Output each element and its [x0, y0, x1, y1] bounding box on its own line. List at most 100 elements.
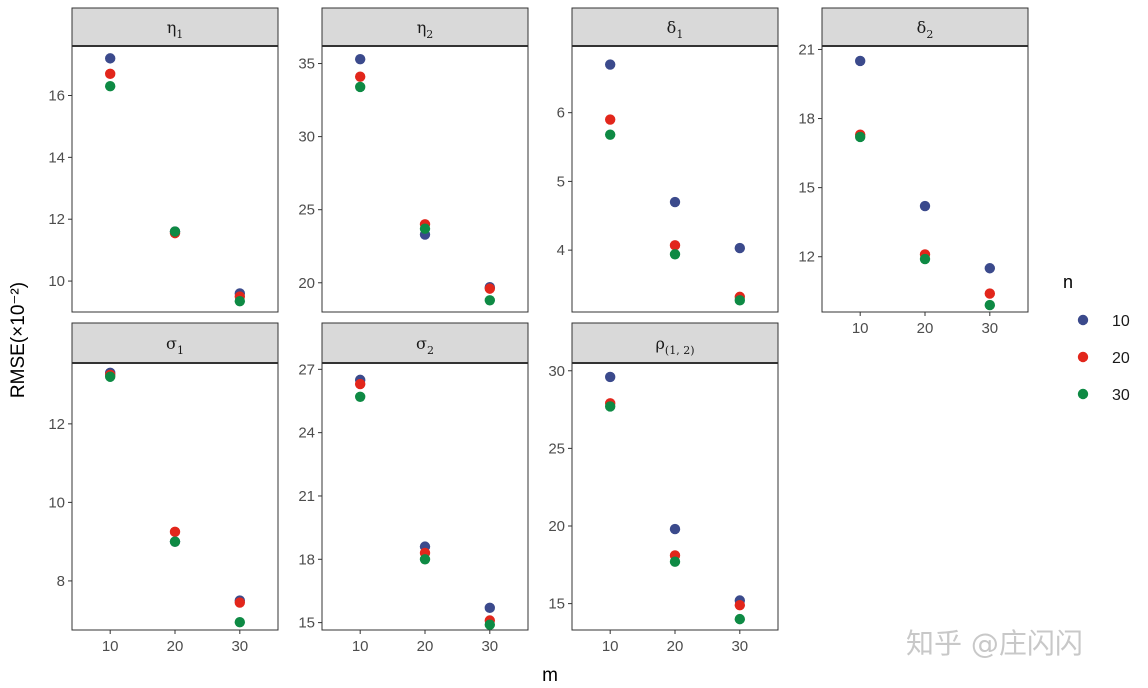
y-tick-label: 20 [298, 275, 315, 292]
legend-key [1077, 351, 1089, 363]
data-point-n20 [104, 68, 116, 80]
y-axis-title: RMSE(×10⁻²) [8, 282, 29, 398]
data-point-n10 [669, 196, 681, 208]
x-tick-label: 30 [231, 638, 248, 655]
y-tick-label: 12 [48, 416, 65, 433]
data-point-n10 [984, 263, 996, 274]
facet-plot-border [71, 45, 279, 313]
data-point-n20 [484, 283, 496, 294]
facet-strip-subscript: 1 [176, 28, 183, 41]
facet-strip-subscript: 2 [926, 28, 933, 41]
x-tick-label: 10 [602, 638, 619, 655]
facet-strip-subscript: 1 [177, 344, 184, 357]
y-tick-label: 30 [298, 129, 315, 146]
y-tick-label: 15 [298, 615, 315, 632]
facet-strip [571, 322, 779, 364]
data-point-n10 [919, 200, 931, 212]
y-tick-label: 4 [557, 242, 565, 259]
x-tick-label: 20 [167, 638, 184, 655]
facet-strip-subscript: (1, 2) [665, 344, 695, 357]
y-tick-label: 10 [48, 273, 65, 290]
x-axis-title: m [542, 665, 558, 686]
data-point-n30 [354, 391, 366, 402]
x-tick-label: 30 [981, 320, 998, 337]
data-point-n30 [234, 616, 246, 628]
y-tick-label: 25 [548, 440, 565, 457]
data-point-n20 [669, 240, 681, 251]
legend-label: 10 [1112, 313, 1130, 330]
data-point-n30 [354, 81, 366, 93]
data-point-n20 [234, 597, 246, 608]
facet-plot-border [321, 45, 529, 313]
legend-key [1077, 314, 1089, 326]
y-tick-label: 12 [798, 249, 815, 266]
x-tick-label: 20 [417, 638, 434, 655]
y-tick-label: 21 [798, 41, 815, 58]
y-tick-label: 27 [298, 361, 315, 378]
x-tick-label: 20 [917, 320, 934, 337]
data-point-n10 [734, 242, 746, 254]
y-tick-label: 15 [798, 180, 815, 197]
x-tick-label: 10 [852, 320, 869, 337]
data-point-n30 [669, 556, 681, 567]
data-point-n20 [984, 288, 996, 299]
data-point-n30 [104, 371, 116, 382]
data-point-n10 [604, 59, 616, 70]
data-point-n30 [984, 299, 996, 311]
facet-plot-border [71, 362, 279, 631]
facet-strip-subscript: 1 [676, 28, 683, 41]
facet-strip-subscript: 2 [427, 344, 434, 357]
data-point-n30 [604, 129, 616, 140]
data-point-n30 [604, 401, 616, 412]
facet-strip-subscript: 2 [426, 28, 433, 41]
data-point-n20 [354, 71, 366, 82]
data-point-n30 [169, 226, 181, 237]
data-point-n20 [169, 526, 181, 538]
data-point-n20 [354, 378, 366, 390]
legend-label: 30 [1112, 387, 1130, 404]
data-point-n30 [734, 613, 746, 625]
facet-strip [71, 7, 279, 47]
facet-strip [321, 322, 529, 364]
y-tick-label: 10 [48, 494, 65, 511]
y-tick-label: 12 [48, 211, 65, 228]
data-point-n20 [734, 599, 746, 611]
y-tick-label: 30 [548, 363, 565, 380]
y-tick-label: 15 [548, 596, 565, 613]
y-tick-label: 6 [557, 105, 565, 122]
y-tick-label: 8 [57, 573, 65, 590]
data-point-n30 [169, 536, 181, 547]
data-point-n10 [669, 523, 681, 535]
data-point-n30 [234, 295, 246, 307]
data-point-n30 [484, 295, 496, 306]
y-tick-label: 18 [798, 111, 815, 128]
facet-plot-border [821, 45, 1029, 313]
data-point-n20 [604, 114, 616, 125]
y-tick-label: 20 [548, 518, 565, 535]
data-point-n10 [484, 602, 496, 614]
x-tick-label: 20 [667, 638, 684, 655]
data-point-n30 [854, 131, 866, 143]
data-point-n30 [669, 249, 681, 260]
x-tick-label: 30 [731, 638, 748, 655]
legend: n 10 20 30 [1063, 272, 1130, 404]
y-tick-label: 16 [48, 87, 65, 104]
facet-plot-border [571, 362, 779, 631]
y-tick-label: 24 [298, 425, 315, 442]
y-tick-label: 21 [298, 488, 315, 505]
x-tick-label: 10 [352, 638, 369, 655]
data-point-n10 [604, 371, 616, 383]
data-point-n30 [484, 619, 496, 630]
data-point-n30 [419, 223, 431, 234]
data-point-n30 [419, 554, 431, 565]
x-tick-label: 30 [481, 638, 498, 655]
data-point-n10 [854, 55, 866, 67]
legend-label: 20 [1112, 350, 1130, 367]
y-tick-label: 5 [557, 173, 565, 190]
